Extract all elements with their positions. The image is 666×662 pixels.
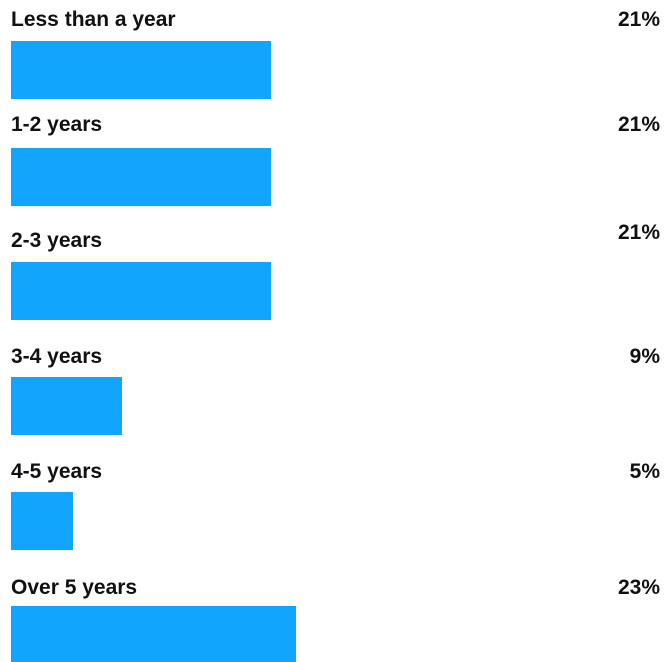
category-label: 2-3 years (11, 229, 103, 252)
bar-row: 3-4 years 9% (0, 346, 666, 367)
value-label: 9% (629, 345, 660, 368)
value-label: 21% (617, 221, 660, 244)
value-label: 21% (617, 8, 660, 31)
bar-row: 4-5 years 5% (0, 461, 666, 482)
category-label: 1-2 years (11, 113, 103, 136)
category-label: 3-4 years (11, 345, 103, 368)
category-label: 4-5 years (11, 460, 103, 483)
bar-row: Over 5 years 23% (0, 577, 666, 598)
category-label: Over 5 years (11, 576, 138, 599)
bar (11, 377, 122, 435)
value-label: 23% (617, 576, 660, 599)
bar (11, 148, 271, 206)
value-label: 21% (617, 113, 660, 136)
bar (11, 492, 73, 550)
category-label: Less than a year (11, 8, 176, 31)
bar (11, 41, 271, 99)
value-label: 5% (629, 460, 660, 483)
bar (11, 606, 296, 662)
bar-row: 2-3 years 21% (0, 222, 666, 251)
bar-row: 1-2 years 21% (0, 114, 666, 135)
bar-row: Less than a year 21% (0, 9, 666, 30)
bar (11, 262, 271, 320)
